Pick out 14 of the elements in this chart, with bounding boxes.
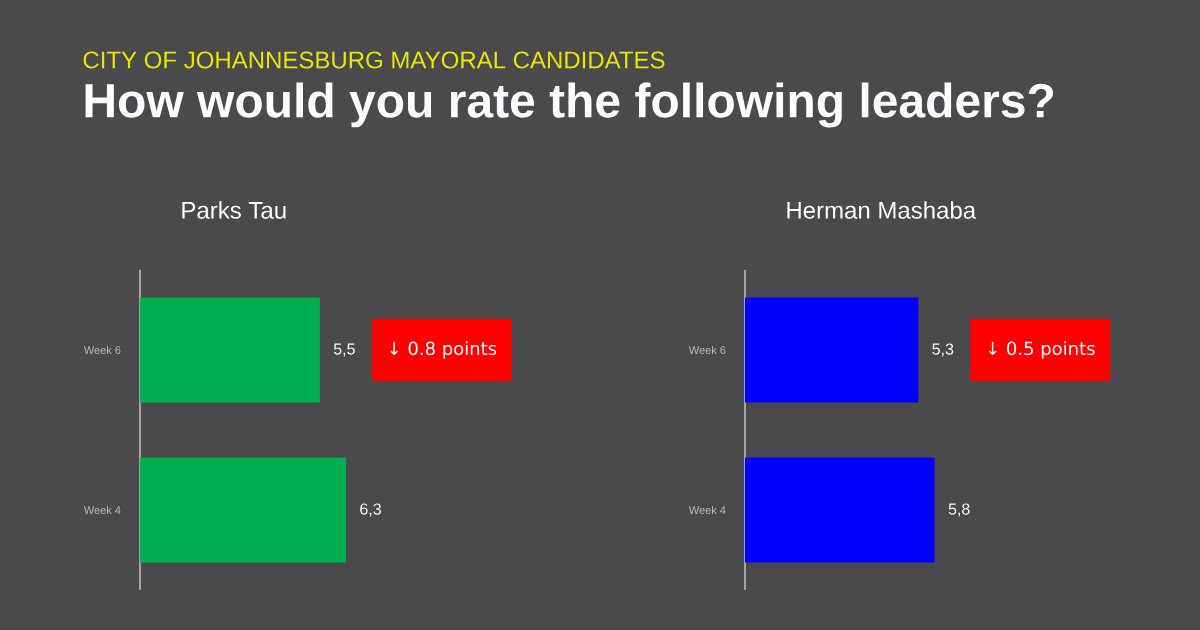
text: CITY OF JOHANNESBURG MAYORAL CANDIDATES — [83, 51, 665, 69]
text: ↓ 0.5 points — [988, 341, 1095, 359]
data-label: 5,3 — [932, 343, 954, 357]
chart-title: Parks Tau — [182, 201, 286, 219]
chart-title: Herman Mashaba — [787, 201, 977, 219]
text: How would you rate the following leaders? — [85, 82, 1054, 128]
y-tick-label: Week 6 — [83, 345, 121, 355]
data-label: 5,5 — [333, 343, 355, 357]
data-label: 5,8 — [948, 503, 970, 517]
y-tick-label: Week 4 — [83, 505, 121, 515]
text: ↓ 0.8 points — [390, 341, 497, 359]
data-label: 6,3 — [360, 503, 381, 517]
y-tick-label: Week 6 — [688, 345, 726, 355]
y-tick-label: Week 4 — [688, 505, 726, 515]
